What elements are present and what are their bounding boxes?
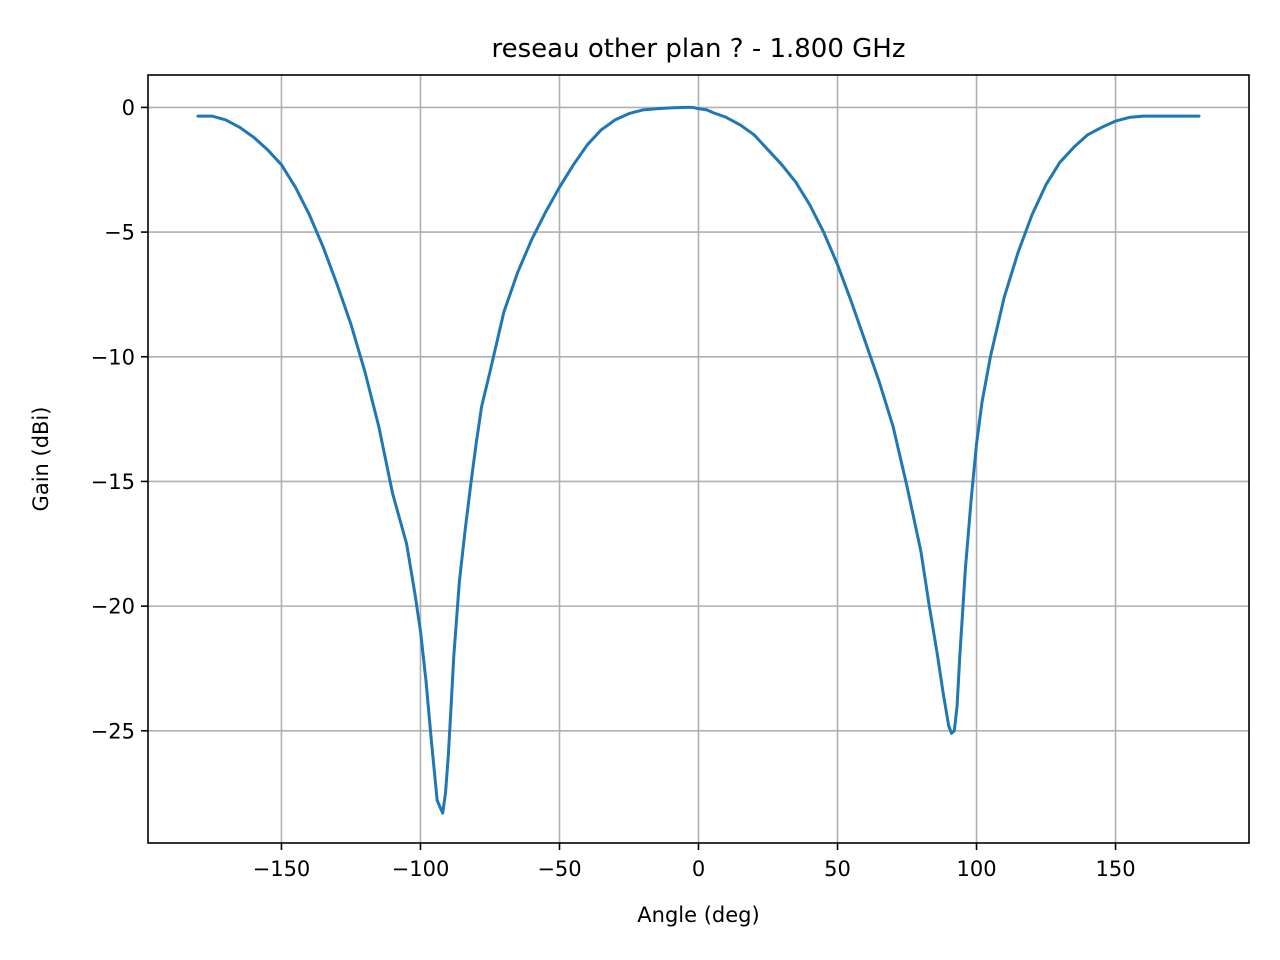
series-line [196, 105, 1201, 815]
y-tick-label: −5 [104, 221, 135, 245]
ticks: −150 −100 −50 0 50 100 150 0 −5 −10 −15 −20 −25 [91, 96, 1136, 881]
chart-title: reseau other plan ? - 1.800 GHz [491, 34, 905, 64]
y-tick-label: −10 [91, 345, 135, 369]
y-tick-label: −15 [91, 470, 135, 494]
x-tick-label: −50 [537, 857, 581, 881]
x-tick-label: −100 [392, 857, 450, 881]
x-tick-label: −150 [253, 857, 311, 881]
y-axis-label: Gain (dBi) [29, 407, 53, 512]
y-tick-label: 0 [122, 96, 135, 120]
y-tick-label: −20 [91, 595, 135, 619]
series-layer [196, 105, 1201, 815]
x-tick-label: 50 [824, 857, 851, 881]
x-tick-label: 0 [692, 857, 705, 881]
x-axis-label: Angle (deg) [637, 903, 759, 927]
x-tick-label: 100 [956, 857, 996, 881]
y-tick-label: −25 [91, 719, 135, 743]
x-tick-label: 150 [1095, 857, 1135, 881]
